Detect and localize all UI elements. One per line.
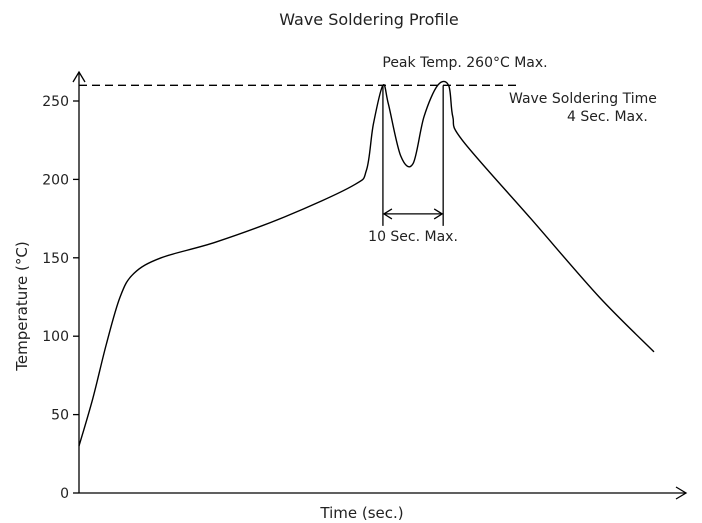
y-axis-title: Temperature (°C) xyxy=(13,241,31,371)
y-tick-label: 0 xyxy=(60,486,69,502)
span-annotation xyxy=(382,85,444,226)
chart-title: Wave Soldering Profile xyxy=(279,10,459,29)
y-tick-label: 150 xyxy=(42,251,69,267)
y-tick-label: 100 xyxy=(42,329,69,345)
temperature-profile-line xyxy=(78,80,655,447)
peak-temperature-label: Peak Temp. 260°C Max. xyxy=(382,55,547,71)
x-axis-arrow-icon xyxy=(675,486,688,500)
y-tick-label: 50 xyxy=(51,408,69,424)
x-axis xyxy=(79,486,688,500)
wave-time-label-line2: 4 Sec. Max. xyxy=(567,109,648,125)
wave-time-label-line1: Wave Soldering Time xyxy=(509,91,657,107)
span-arrow-right-icon xyxy=(433,208,444,220)
y-axis: 0 50 100 150 200 250 xyxy=(42,70,86,502)
y-tick-label: 200 xyxy=(42,172,69,188)
x-axis-title: Time (sec.) xyxy=(319,504,403,522)
y-axis-arrow-icon xyxy=(72,70,86,83)
y-tick-label: 250 xyxy=(42,94,69,110)
span-arrow-left-icon xyxy=(382,208,393,220)
span-label: 10 Sec. Max. xyxy=(368,229,458,245)
